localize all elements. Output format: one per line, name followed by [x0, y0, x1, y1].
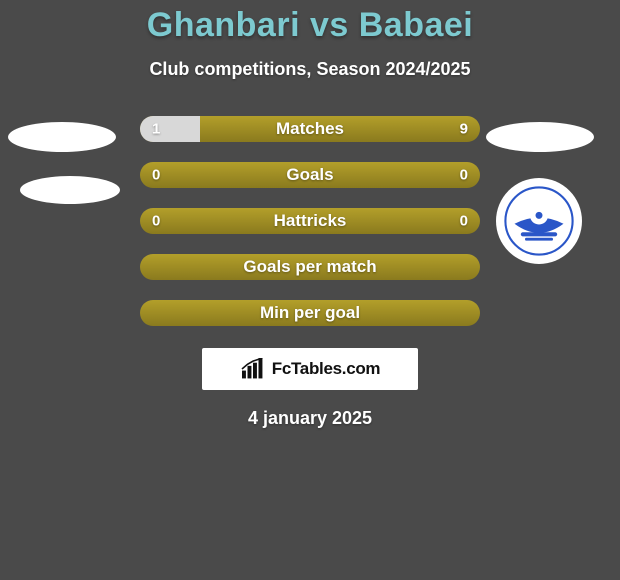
stat-value-right: 9 — [460, 121, 468, 138]
brand-logo-box[interactable]: FcTables.com — [202, 348, 418, 390]
stat-value-left: 1 — [152, 121, 160, 138]
footer-date: 4 january 2025 — [0, 408, 620, 429]
stat-bar: Min per goal — [140, 300, 480, 326]
stat-value-left: 0 — [152, 167, 160, 184]
bar-chart-icon — [240, 358, 266, 380]
stat-value-left: 0 — [152, 213, 160, 230]
comparison-card: Ghanbari vs Babaei Club competitions, Se… — [0, 0, 620, 580]
club-badge-right — [496, 178, 582, 264]
stat-label: Matches — [276, 119, 344, 139]
player-left-badge-2 — [20, 176, 120, 204]
stat-bar: Goals per match — [140, 254, 480, 280]
stat-label: Min per goal — [260, 303, 360, 323]
brand-logo-text: FcTables.com — [272, 359, 381, 379]
stat-label: Hattricks — [274, 211, 347, 231]
stat-bar: 0 Hattricks 0 — [140, 208, 480, 234]
stat-value-right: 0 — [460, 167, 468, 184]
stat-label: Goals — [286, 165, 333, 185]
page-title: Ghanbari vs Babaei — [0, 0, 620, 45]
stat-bar: 1 Matches 9 — [140, 116, 480, 142]
stat-bar-fill-left — [140, 116, 200, 142]
player-right-badge — [486, 122, 594, 152]
stat-value-right: 0 — [460, 213, 468, 230]
club-crest-icon — [504, 186, 574, 256]
player-left-badge — [8, 122, 116, 152]
page-subtitle: Club competitions, Season 2024/2025 — [0, 59, 620, 80]
stat-bar: 0 Goals 0 — [140, 162, 480, 188]
stat-label: Goals per match — [243, 257, 376, 277]
